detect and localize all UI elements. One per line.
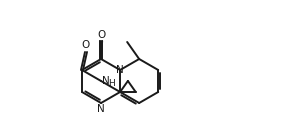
Text: N: N xyxy=(102,76,110,86)
Text: H: H xyxy=(109,79,115,88)
Text: N: N xyxy=(97,104,105,114)
Text: O: O xyxy=(82,40,90,51)
Text: O: O xyxy=(97,30,105,39)
Text: N: N xyxy=(116,65,124,75)
